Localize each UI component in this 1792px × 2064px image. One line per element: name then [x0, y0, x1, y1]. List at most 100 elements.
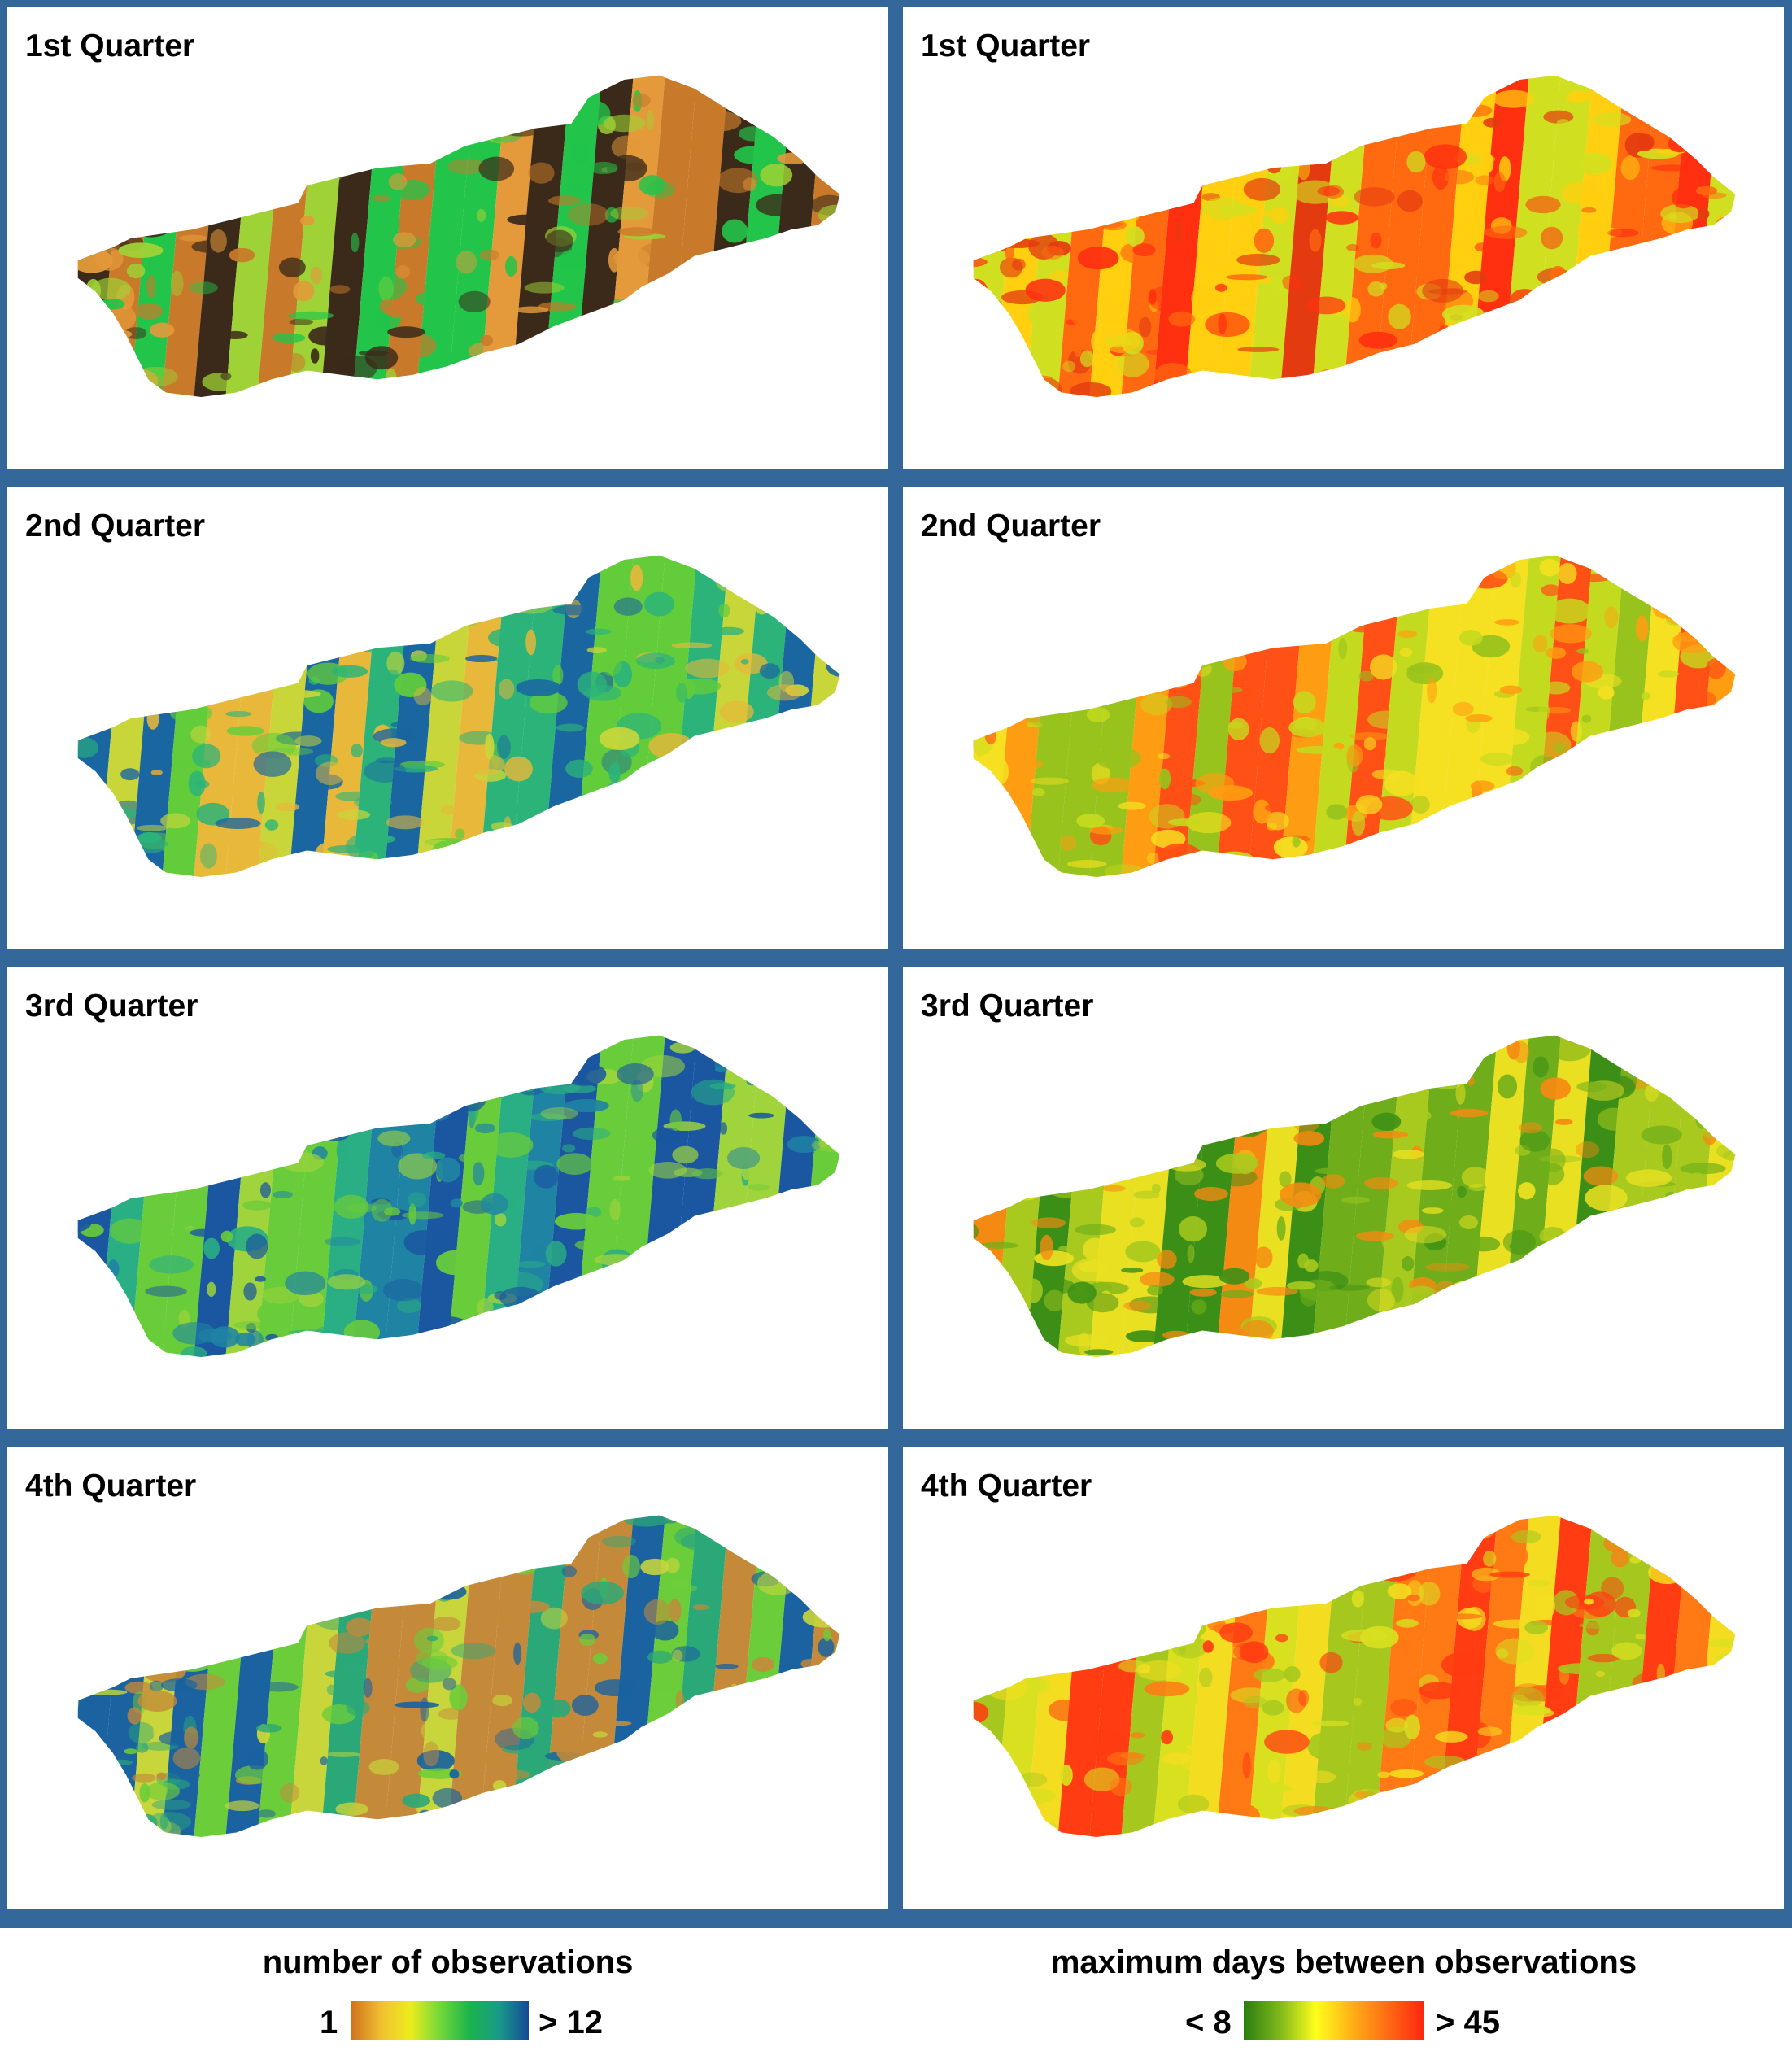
raster-texture [787, 213, 804, 224]
raster-texture [77, 340, 116, 362]
raster-texture [157, 612, 181, 638]
raster-texture [1083, 1092, 1106, 1104]
raster-texture [150, 770, 163, 776]
raster-texture [1341, 614, 1385, 633]
raster-texture [973, 1726, 994, 1746]
raster-texture [1475, 335, 1506, 345]
panel-title: 1st Quarter [25, 28, 195, 63]
raster-texture [480, 334, 494, 347]
raster-texture [533, 1164, 559, 1189]
raster-texture [499, 1286, 543, 1310]
raster-texture [1387, 1583, 1412, 1599]
raster-texture [1659, 1207, 1700, 1226]
raster-texture [246, 1233, 268, 1259]
raster-texture [1075, 1138, 1083, 1149]
raster-texture [1146, 1121, 1184, 1144]
raster-texture [633, 1779, 642, 1786]
raster-texture [1366, 1277, 1392, 1288]
raster-texture [674, 332, 708, 347]
raster-texture [719, 700, 754, 723]
raster-texture [1569, 866, 1581, 877]
raster-texture [1303, 1770, 1336, 1783]
raster-texture [1025, 118, 1054, 143]
raster-texture [1118, 801, 1146, 810]
raster-texture [1380, 282, 1388, 290]
raster-texture [689, 1710, 711, 1736]
raster-texture [1482, 1550, 1497, 1567]
map-panel-gap-1: 1st Quarter [903, 7, 1784, 469]
raster-texture [1546, 647, 1567, 659]
raster-texture [102, 1790, 129, 1806]
raster-texture [112, 154, 131, 181]
raster-texture [1076, 814, 1105, 828]
raster-texture [599, 727, 640, 751]
raster-texture [543, 1793, 554, 1813]
raster-texture [740, 659, 749, 665]
raster-texture [1377, 1771, 1390, 1778]
raster-texture [1455, 1082, 1466, 1105]
raster-texture [781, 364, 810, 374]
raster-texture [1001, 347, 1014, 369]
raster-texture [286, 352, 306, 372]
raster-texture [974, 1258, 1002, 1271]
raster-texture [973, 1535, 1001, 1553]
raster-texture [682, 1263, 691, 1283]
raster-texture [331, 665, 368, 678]
raster-texture [1613, 1246, 1642, 1255]
raster-texture [1202, 1640, 1214, 1653]
raster-texture [77, 1827, 89, 1837]
raster-texture [1541, 584, 1561, 596]
raster-texture [1161, 1730, 1174, 1745]
raster-texture [111, 1814, 147, 1835]
raster-texture [1716, 1585, 1736, 1597]
raster-texture [96, 104, 106, 113]
raster-texture [668, 1762, 702, 1777]
raster-texture [200, 107, 211, 116]
raster-texture [521, 75, 552, 95]
raster-texture [998, 835, 1011, 844]
raster-texture [973, 625, 989, 639]
raster-texture [1442, 304, 1485, 325]
raster-texture [1070, 300, 1089, 326]
map-panel-observations-3: 3rd Quarter [7, 967, 888, 1429]
raster-texture [1416, 133, 1459, 143]
raster-texture [672, 1145, 699, 1164]
panel-title: 4th Quarter [25, 1468, 197, 1503]
raster-texture [669, 1041, 695, 1054]
raster-texture [1567, 1706, 1587, 1726]
raster-texture [973, 683, 976, 703]
raster-texture [555, 358, 582, 385]
raster-texture [1355, 795, 1383, 815]
raster-texture [703, 1737, 714, 1748]
raster-texture [1443, 823, 1454, 828]
raster-texture [1620, 1741, 1639, 1761]
raster-texture [449, 1684, 468, 1711]
figure-frame: 1st Quarter 1st Quarter 2nd Quarter 2nd Qua… [0, 0, 1792, 1928]
raster-texture [755, 104, 782, 112]
raster-texture [1663, 752, 1708, 772]
raster-texture [1685, 285, 1707, 300]
raster-texture [402, 1793, 431, 1808]
raster-texture [1026, 722, 1044, 727]
raster-texture [1716, 644, 1736, 666]
raster-texture [559, 249, 586, 271]
raster-texture [1529, 840, 1565, 854]
raster-texture [118, 1082, 129, 1100]
raster-texture [1527, 1579, 1551, 1587]
raster-texture [450, 1198, 463, 1208]
raster-texture [1625, 1169, 1672, 1187]
legend-max-label-gap: > 45 [1436, 2005, 1500, 2040]
raster-texture [163, 845, 171, 853]
raster-texture [613, 597, 643, 616]
swath-stripe [1393, 75, 1467, 397]
raster-texture [973, 237, 1003, 247]
raster-texture [1636, 1798, 1655, 1822]
swath-stripe [783, 1515, 840, 1837]
raster-texture [1067, 1281, 1097, 1304]
raster-texture [973, 1092, 1004, 1102]
raster-texture [264, 819, 279, 831]
raster-texture [1647, 120, 1685, 127]
raster-texture [1001, 1286, 1012, 1311]
raster-texture [622, 1555, 640, 1579]
raster-texture [1376, 745, 1386, 762]
